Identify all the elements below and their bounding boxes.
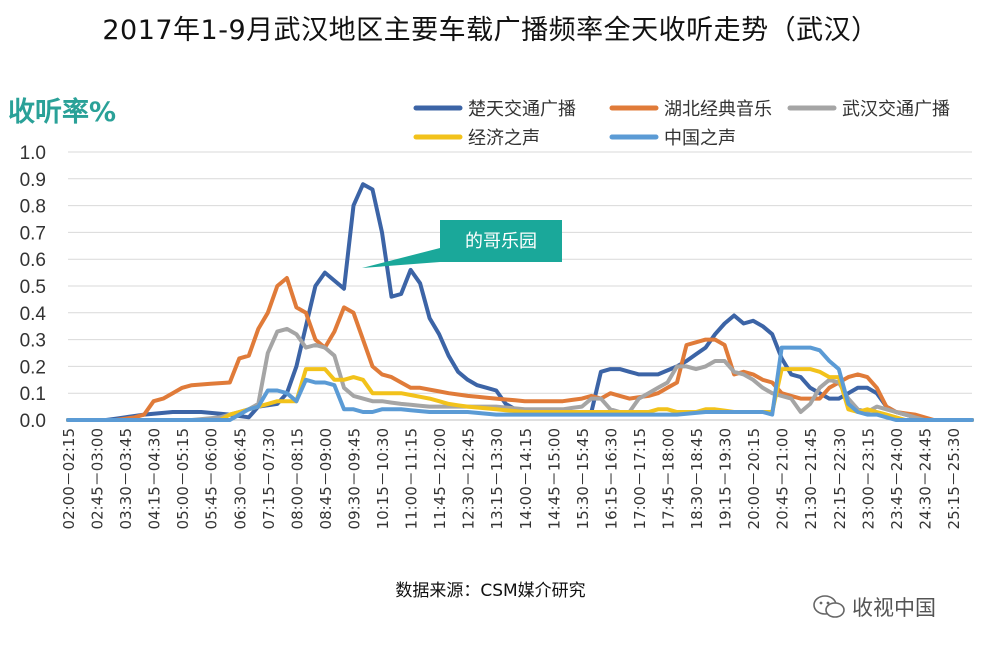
wechat-icon [813, 595, 845, 618]
x-tick-label: 04:15－04:30 [146, 428, 164, 529]
x-tick-label: 11:00－11:15 [403, 428, 421, 529]
x-tick-label: 22:15－22:30 [831, 428, 849, 529]
y-axis-label: 收听率% [8, 97, 117, 128]
y-tick-label: 0.7 [20, 223, 46, 244]
x-tick-label: 21:30－21:45 [802, 428, 820, 529]
chart-title: 2017年1-9月武汉地区主要车载广播频率全天收听走势（武汉） [102, 15, 879, 46]
x-tick-label: 14:00－14:15 [517, 428, 535, 529]
y-tick-label: 1.0 [20, 143, 46, 164]
y-tick-label: 0.0 [20, 411, 46, 432]
x-tick-label: 10:15－10:30 [374, 428, 392, 529]
y-tick-label: 0.5 [20, 277, 46, 298]
x-tick-label: 08:00－08:15 [288, 428, 306, 529]
y-tick-label: 0.6 [20, 250, 46, 271]
x-tick-label: 25:15－25:30 [945, 428, 963, 529]
x-tick-label: 05:00－05:15 [174, 428, 192, 529]
x-tick-label: 20:00－20:15 [745, 428, 763, 529]
y-tick-label: 0.1 [20, 384, 46, 405]
x-tick-label: 17:00－17:15 [631, 428, 649, 529]
x-tick-label: 03:30－03:45 [117, 428, 135, 529]
x-tick-label: 16:15－16:30 [602, 428, 620, 529]
annotation-box [440, 220, 562, 262]
legend-label: 武汉交通广播 [842, 99, 950, 120]
x-tick-label: 19:15－19:30 [717, 428, 735, 529]
x-tick-label: 24:30－24:45 [916, 428, 934, 529]
series-line [66, 276, 974, 422]
y-tick-label: 0.8 [20, 197, 46, 218]
x-tick-label: 17:45－18:00 [659, 428, 677, 529]
y-tick-label: 0.3 [20, 331, 46, 352]
x-tick-label: 15:30－15:45 [574, 428, 592, 529]
x-tick-label: 02:00－02:15 [60, 428, 78, 529]
watermark-text: 收视中国 [852, 596, 936, 620]
x-tick-label: 12:30－12:45 [460, 428, 478, 529]
legend-label: 经济之声 [468, 128, 540, 149]
legend-label: 湖北经典音乐 [664, 99, 772, 120]
x-tick-label: 14:45－15:00 [545, 428, 563, 529]
x-tick-label: 09:30－09:45 [345, 428, 363, 529]
legend-label: 楚天交通广播 [468, 99, 576, 120]
watermark: 收视中国 [812, 592, 936, 622]
x-tick-label: 02:45－03:00 [89, 428, 107, 529]
legend-label: 中国之声 [664, 128, 736, 149]
x-tick-label: 11:45－12:00 [431, 428, 449, 529]
y-tick-label: 0.2 [20, 357, 46, 378]
y-tick-label: 0.9 [20, 170, 46, 191]
x-tick-label: 23:45－24:00 [888, 428, 906, 529]
annotation-pointer [362, 248, 440, 268]
x-tick-label: 08:45－09:00 [317, 428, 335, 529]
y-tick-label: 0.4 [20, 304, 47, 325]
data-source: 数据来源：CSM媒介研究 [395, 581, 586, 601]
x-tick-label: 13:15－13:30 [488, 428, 506, 529]
x-tick-label: 07:15－07:30 [260, 428, 278, 529]
x-tick-label: 20:45－21:00 [774, 428, 792, 529]
x-tick-label: 05:45－06:00 [203, 428, 221, 529]
series-line [66, 345, 974, 422]
x-tick-label: 06:30－06:45 [231, 428, 249, 529]
x-tick-label: 23:00－23:15 [859, 428, 877, 529]
x-tick-label: 18:30－18:45 [688, 428, 706, 529]
series-line [66, 326, 974, 422]
annotation-label: 的哥乐园 [465, 231, 537, 252]
